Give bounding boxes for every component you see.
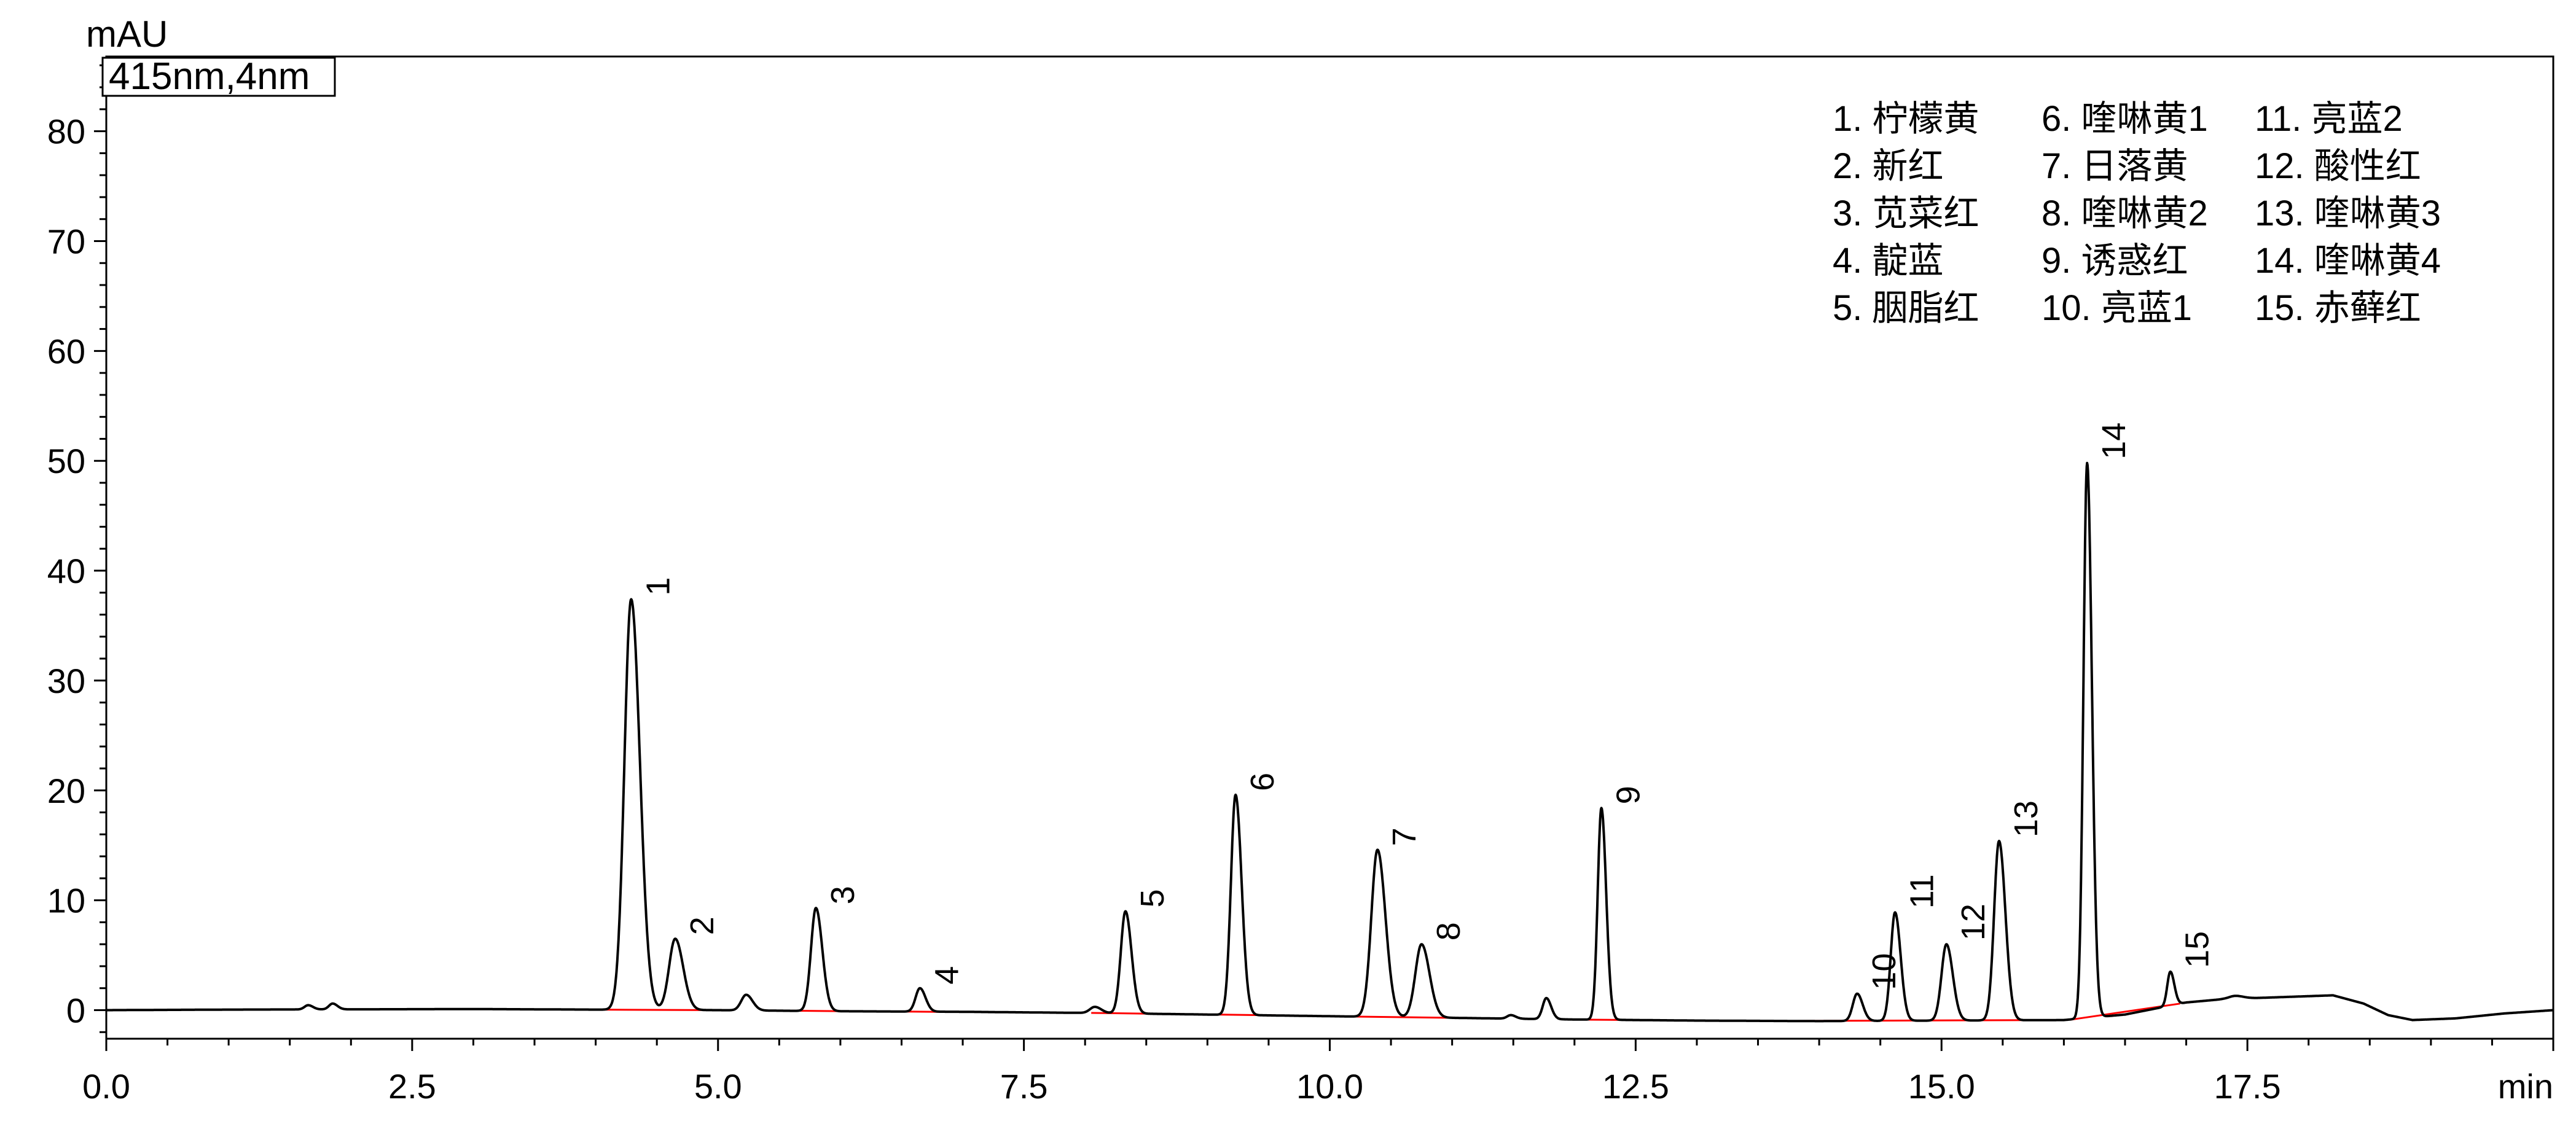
legend-item: 6. 喹啉黄1 bbox=[2042, 99, 2208, 139]
peak-label: 7 bbox=[1386, 827, 1423, 846]
x-tick-label: 10.0 bbox=[1296, 1067, 1363, 1106]
legend-item: 9. 诱惑红 bbox=[2042, 241, 2188, 281]
y-tick-label: 80 bbox=[47, 112, 85, 151]
peak-label: 8 bbox=[1430, 922, 1467, 940]
legend-item: 3. 苋菜红 bbox=[1833, 193, 1979, 233]
peak-label: 2 bbox=[684, 916, 721, 935]
x-tick-label: 17.5 bbox=[2214, 1067, 2281, 1106]
legend-item: 1. 柠檬黄 bbox=[1833, 99, 1979, 139]
trace-layer bbox=[105, 461, 2554, 1023]
legend-item: 13. 喹啉黄3 bbox=[2255, 193, 2441, 233]
legend-item: 4. 靛蓝 bbox=[1833, 241, 1944, 281]
peak-label: 14 bbox=[2096, 423, 2132, 459]
peak-label: 10 bbox=[1866, 953, 1903, 990]
x-tick-label: 2.5 bbox=[388, 1067, 436, 1106]
peak-label: 15 bbox=[2179, 931, 2216, 968]
peak-label: 11 bbox=[1904, 874, 1941, 908]
y-tick-label: 60 bbox=[47, 332, 85, 370]
chromatogram-trace bbox=[105, 461, 2554, 1023]
legend-item: 10. 亮蓝1 bbox=[2042, 288, 2192, 328]
legend-item: 8. 喹啉黄2 bbox=[2042, 193, 2208, 233]
peak-label: 4 bbox=[928, 966, 965, 985]
legend-item: 15. 赤藓红 bbox=[2255, 288, 2421, 328]
x-axis-label: min bbox=[2498, 1067, 2553, 1106]
y-axis: 0 10 20 30 40 50 60 70 80 bbox=[47, 64, 106, 1033]
wavelength-box bbox=[101, 57, 336, 97]
legend-item: 12. 酸性红 bbox=[2255, 146, 2421, 186]
legend-item: 11. 亮蓝2 bbox=[2255, 99, 2403, 139]
x-tick-label: 5.0 bbox=[694, 1067, 742, 1106]
peak-label: 5 bbox=[1134, 889, 1171, 907]
x-tick-label: 15.0 bbox=[1908, 1067, 1975, 1106]
peak-label: 13 bbox=[2008, 800, 2045, 837]
x-tick-label: 7.5 bbox=[1000, 1067, 1048, 1106]
y-tick-label: 0 bbox=[66, 991, 85, 1030]
peak-label: 6 bbox=[1244, 773, 1281, 791]
y-tick-label: 70 bbox=[47, 222, 85, 260]
legend-item: 2. 新红 bbox=[1833, 146, 1944, 186]
y-tick-label: 40 bbox=[47, 552, 85, 590]
legend: 1. 柠檬黄 2. 新红 3. 苋菜红 4. 靛蓝 5. 胭脂红 6. 喹啉黄1 7. 日落… bbox=[1833, 99, 2441, 328]
legend-item: 14. 喹啉黄4 bbox=[2255, 241, 2441, 281]
x-tick-label: 0.0 bbox=[82, 1067, 130, 1106]
x-axis: 0.0 2.5 5.0 7.5 10.0 12.5 15.0 17.5 bbox=[82, 1039, 2554, 1106]
y-tick-label: 30 bbox=[47, 662, 85, 700]
y-axis-label: mAU bbox=[86, 14, 168, 55]
y-tick-label: 50 bbox=[47, 442, 85, 480]
y-tick-label: 10 bbox=[47, 881, 85, 920]
wavelength-annotation: 415nm,4nm bbox=[101, 55, 336, 98]
y-tick-label: 20 bbox=[47, 772, 85, 810]
peak-label: 12 bbox=[1955, 904, 1992, 940]
legend-item: 7. 日落黄 bbox=[2042, 146, 2188, 186]
legend-item: 5. 胭脂红 bbox=[1833, 288, 1979, 328]
x-tick-label: 12.5 bbox=[1602, 1067, 1669, 1106]
peak-label: 1 bbox=[640, 577, 676, 596]
peak-label: 3 bbox=[824, 886, 861, 904]
peak-label: 9 bbox=[1610, 786, 1647, 804]
wavelength-label: 415nm,4nm bbox=[109, 55, 310, 98]
